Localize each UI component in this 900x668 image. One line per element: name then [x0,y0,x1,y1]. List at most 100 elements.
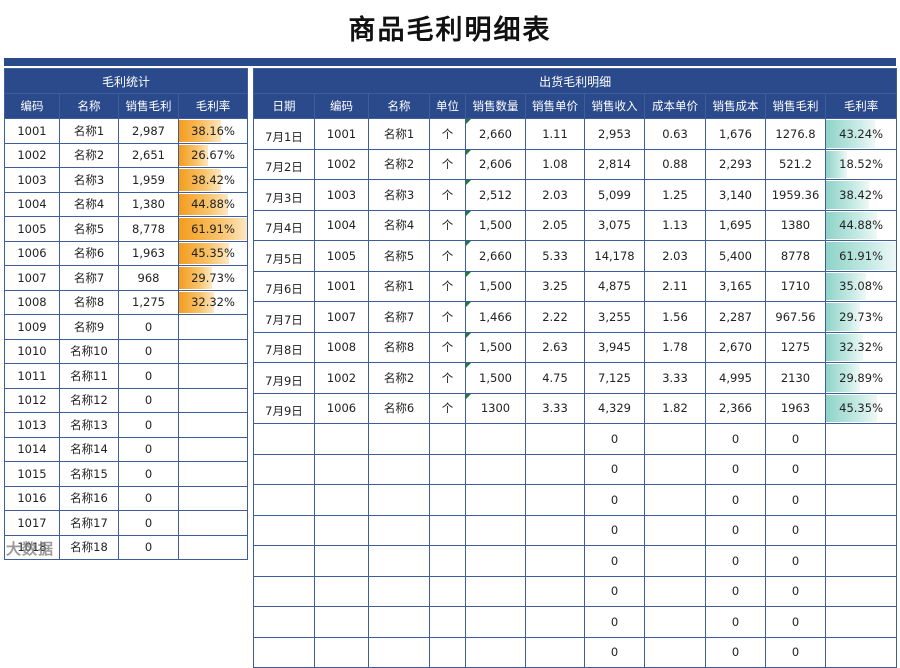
code-cell[interactable]: 1015 [4,461,60,487]
rate-cell[interactable]: 29.89% [824,362,898,394]
name-cell[interactable]: 名称15 [59,461,119,487]
unit-cell[interactable] [429,545,466,577]
profit-cell[interactable]: 1710 [765,270,826,302]
code-cell[interactable]: 1002 [4,142,60,168]
code-cell[interactable] [314,514,369,546]
date-cell[interactable] [253,453,315,485]
name-cell[interactable]: 名称9 [59,314,119,340]
cost-cell[interactable]: 0 [705,545,766,577]
name-cell[interactable] [368,423,430,455]
cost-cell[interactable]: 2,366 [705,392,766,424]
price-cell[interactable] [525,453,585,485]
header-date[interactable]: 日期 [253,93,315,119]
unit-cost-cell[interactable]: 1.13 [644,209,706,241]
code-cell[interactable]: 1004 [4,191,60,217]
rate-cell[interactable] [824,514,898,546]
price-cell[interactable] [525,575,585,607]
revenue-cell[interactable]: 0 [584,423,645,455]
name-cell[interactable]: 名称13 [59,412,119,438]
unit-cost-cell[interactable] [644,636,706,668]
name-cell[interactable] [368,484,430,516]
revenue-cell[interactable]: 2,814 [584,148,645,180]
unit-cell[interactable]: 个 [429,148,466,180]
name-cell[interactable]: 名称8 [368,331,430,363]
code-cell[interactable]: 1010 [4,338,60,364]
unit-cell[interactable]: 个 [429,362,466,394]
code-cell[interactable] [314,636,369,668]
cost-cell[interactable]: 2,293 [705,148,766,180]
revenue-cell[interactable]: 3,255 [584,301,645,333]
revenue-cell[interactable]: 2,953 [584,118,645,150]
qty-cell[interactable] [465,514,526,546]
code-cell[interactable]: 1008 [314,331,369,363]
revenue-cell[interactable]: 7,125 [584,362,645,394]
code-cell[interactable]: 1002 [314,362,369,394]
code-cell[interactable]: 1006 [314,392,369,424]
name-cell[interactable] [368,453,430,485]
cost-cell[interactable]: 3,165 [705,270,766,302]
code-cell[interactable]: 1013 [4,412,60,438]
unit-cell[interactable]: 个 [429,270,466,302]
date-cell[interactable] [253,606,315,638]
date-cell[interactable] [253,514,315,546]
date-cell[interactable] [253,423,315,455]
price-cell[interactable]: 2.63 [525,331,585,363]
rate-cell[interactable] [177,461,249,487]
unit-cell[interactable] [429,606,466,638]
name-cell[interactable]: 名称6 [59,240,119,266]
date-cell[interactable]: 7月9日 [253,392,315,424]
date-cell[interactable]: 7月3日 [253,179,315,211]
code-cell[interactable]: 1004 [314,209,369,241]
rate-cell[interactable] [177,412,249,438]
name-cell[interactable]: 名称1 [59,118,119,144]
cost-cell[interactable]: 1,695 [705,209,766,241]
unit-cost-cell[interactable] [644,484,706,516]
rate-cell[interactable]: 29.73% [824,301,898,333]
date-cell[interactable]: 7月8日 [253,331,315,363]
code-cell[interactable]: 1016 [4,485,60,511]
name-cell[interactable] [368,575,430,607]
name-cell[interactable]: 名称2 [368,148,430,180]
name-cell[interactable]: 名称4 [368,209,430,241]
name-cell[interactable]: 名称2 [368,362,430,394]
profit-cell[interactable]: 2,987 [118,118,179,144]
unit-cell[interactable]: 个 [429,118,466,150]
name-cell[interactable]: 名称11 [59,363,119,389]
code-cell[interactable]: 1001 [314,118,369,150]
date-cell[interactable] [253,636,315,668]
name-cell[interactable]: 名称10 [59,338,119,364]
date-cell[interactable] [253,575,315,607]
unit-cost-cell[interactable]: 0.63 [644,118,706,150]
qty-cell[interactable] [465,484,526,516]
unit-cell[interactable]: 个 [429,240,466,272]
revenue-cell[interactable]: 0 [584,545,645,577]
cost-cell[interactable]: 2,670 [705,331,766,363]
name-cell[interactable]: 名称14 [59,436,119,462]
code-cell[interactable] [314,545,369,577]
profit-cell[interactable]: 0 [118,461,179,487]
unit-cost-cell[interactable]: 0.88 [644,148,706,180]
code-cell[interactable]: 1014 [4,436,60,462]
unit-cost-cell[interactable]: 1.82 [644,392,706,424]
code-cell[interactable]: 1005 [4,216,60,242]
price-cell[interactable]: 3.33 [525,392,585,424]
header-profit[interactable]: 销售毛利 [118,93,179,119]
cost-cell[interactable]: 0 [705,484,766,516]
rate-cell[interactable]: 43.24% [824,118,898,150]
qty-cell[interactable] [465,636,526,668]
unit-cost-cell[interactable] [644,423,706,455]
name-cell[interactable]: 名称8 [59,289,119,315]
name-cell[interactable] [368,606,430,638]
price-cell[interactable] [525,636,585,668]
revenue-cell[interactable]: 3,945 [584,331,645,363]
rate-cell[interactable]: 61.91% [177,216,249,242]
code-cell[interactable]: 1001 [4,118,60,144]
rate-cell[interactable] [177,510,249,536]
profit-cell[interactable]: 0 [765,514,826,546]
qty-cell[interactable]: 1300 [465,392,526,424]
unit-cost-cell[interactable]: 3.33 [644,362,706,394]
qty-cell[interactable] [465,606,526,638]
profit-cell[interactable]: 0 [118,338,179,364]
name-cell[interactable]: 名称1 [368,118,430,150]
price-cell[interactable] [525,514,585,546]
